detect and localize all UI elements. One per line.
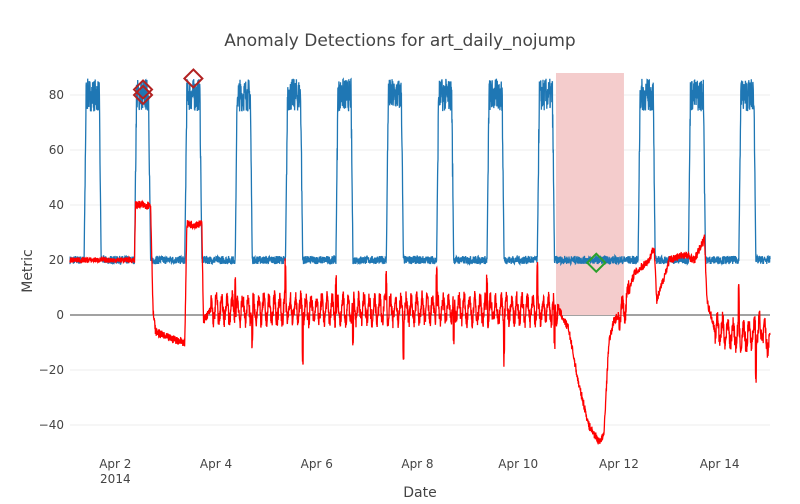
y-tick-label: −20 <box>39 363 64 377</box>
y-tick-label: 60 <box>49 143 64 157</box>
y-axis-title: Metric <box>20 249 36 293</box>
x-tick-label: Apr 2 <box>99 457 131 471</box>
y-tick-label: 80 <box>49 88 64 102</box>
x-tick-label: Apr 10 <box>498 457 538 471</box>
y-tick-label: 20 <box>49 253 64 267</box>
anomaly-marker <box>585 252 607 274</box>
x-tick-label: Apr 6 <box>301 457 333 471</box>
y-tick-label: 0 <box>56 308 64 322</box>
anomaly-marker <box>132 84 154 106</box>
y-tick-label: −40 <box>39 418 64 432</box>
series <box>69 77 771 445</box>
x-tick-year: 2014 <box>100 472 131 486</box>
x-axis-title: Date <box>403 485 436 500</box>
x-tick-label: Apr 12 <box>599 457 639 471</box>
x-tick-label: Apr 14 <box>700 457 740 471</box>
metric-series-line <box>69 77 771 267</box>
anomaly-marker <box>182 68 204 89</box>
anomaly-marker <box>132 79 154 100</box>
x-tick-label: Apr 4 <box>200 457 232 471</box>
chart-title: Anomaly Detections for art_daily_nojump <box>224 31 575 51</box>
y-tick-label: 40 <box>49 198 64 212</box>
markers <box>132 68 607 274</box>
highlight-region <box>555 73 624 315</box>
residual-series-line <box>69 199 771 445</box>
anomaly-window-rect <box>555 73 624 315</box>
x-tick-label: Apr 8 <box>401 457 433 471</box>
